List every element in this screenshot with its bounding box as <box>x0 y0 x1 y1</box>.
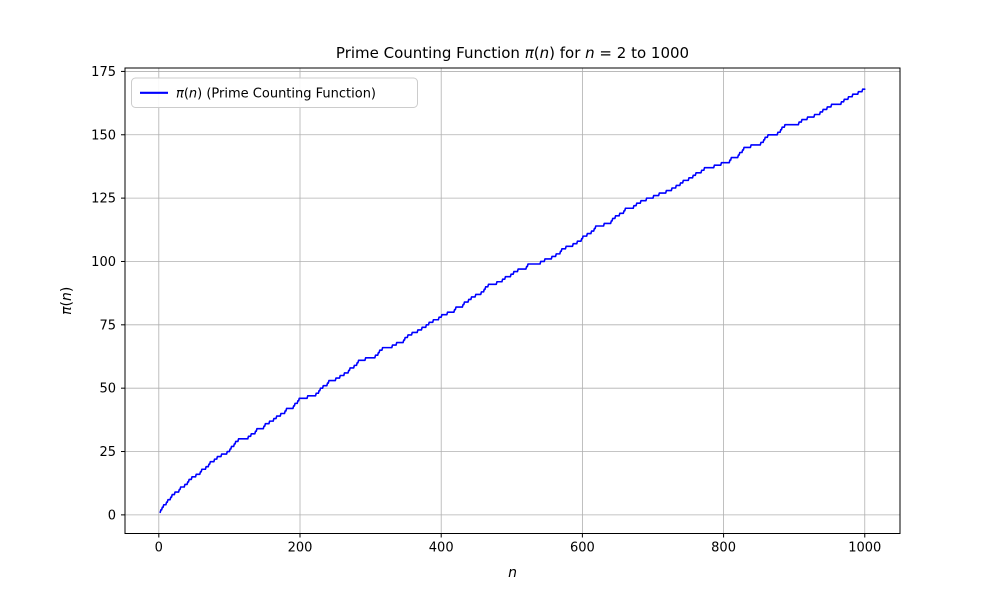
x-tick-label: 600 <box>570 541 595 556</box>
axes-frame <box>124 67 901 534</box>
x-tick-label: 200 <box>288 541 313 556</box>
y-tick-label: 100 <box>91 255 116 270</box>
y-tick-label: 175 <box>91 65 116 80</box>
chart-title: Prime Counting Function π(n) for n = 2 t… <box>336 44 689 62</box>
y-axis-label: π(n) <box>59 287 75 315</box>
x-axis-ticks: 0 200 400 600 800 1000 <box>155 533 881 556</box>
y-tick-label: 125 <box>91 192 116 207</box>
legend: π(n) (Prime Counting Function) <box>131 77 418 108</box>
x-tick-label: 0 <box>155 541 163 556</box>
grid-lines <box>125 68 900 534</box>
y-axis-ticks: 0 25 50 75 100 125 150 175 <box>91 65 125 523</box>
x-tick-label: 1000 <box>848 541 881 556</box>
legend-box <box>131 77 418 108</box>
x-axis-label: n <box>508 565 517 581</box>
y-tick-label: 50 <box>99 382 116 397</box>
y-tick-label: 75 <box>99 318 116 333</box>
y-tick-label: 150 <box>91 128 116 143</box>
x-tick-label: 800 <box>711 541 736 556</box>
y-tick-label: 25 <box>99 445 116 460</box>
x-tick-label: 400 <box>429 541 454 556</box>
y-tick-label: 0 <box>108 508 116 523</box>
legend-entry-label: π(n) (Prime Counting Function) <box>176 87 376 102</box>
pi-n-series-line <box>159 88 866 514</box>
